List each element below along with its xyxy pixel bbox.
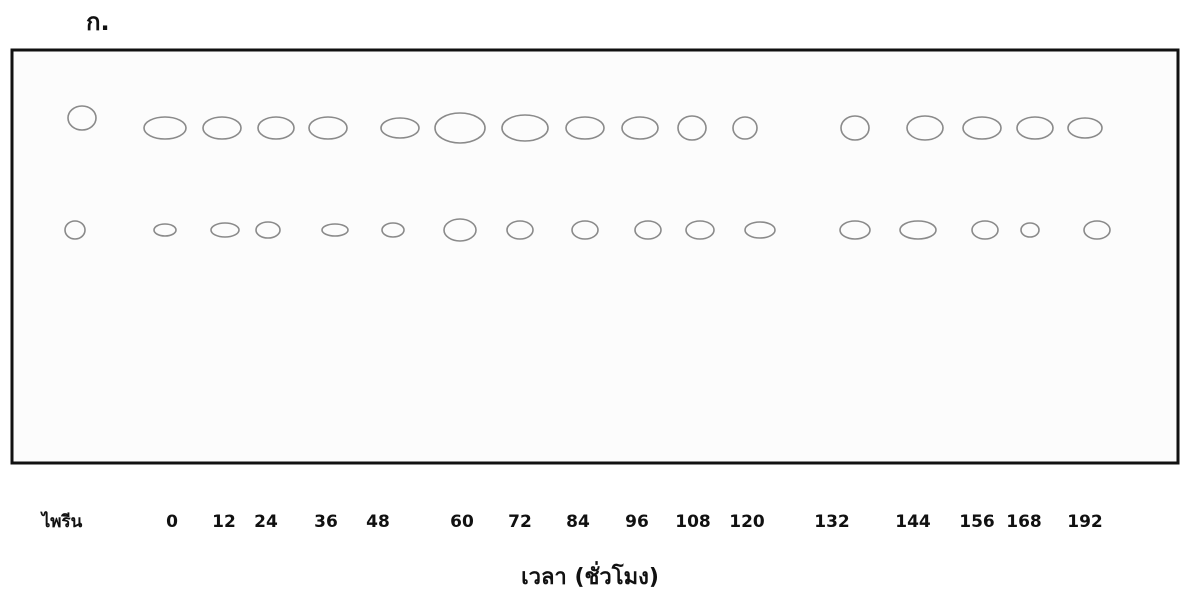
lane-label: 72: [508, 512, 532, 532]
lane-label: 84: [566, 512, 590, 532]
lane-label: 36: [314, 512, 338, 532]
lane-label: ไพรีน: [40, 511, 83, 532]
lane-label: 96: [625, 512, 649, 532]
panel-label: ก.: [86, 8, 110, 36]
lane-label: 132: [814, 512, 850, 532]
lane-label: 120: [729, 512, 765, 532]
tlc-figure: ก. ไพรีน 0 12 24 36 48 60 72 84 96 108 120 132 144 156…: [0, 0, 1187, 601]
tlc-plate: [12, 50, 1178, 463]
lane-label: 24: [254, 512, 278, 532]
lane-label: 0: [166, 512, 178, 532]
lane-label: 60: [450, 512, 474, 532]
axis-label: เวลา (ชั่วโมง): [521, 560, 659, 590]
lane-label: 108: [675, 512, 711, 532]
lane-label: 192: [1067, 512, 1103, 532]
lane-label: 12: [212, 512, 236, 532]
lane-label: 156: [959, 512, 995, 532]
lane-labels: ไพรีน 0 12 24 36 48 60 72 84 96 108 120 132 144 156 168…: [40, 511, 1103, 532]
lane-label: 144: [895, 512, 931, 532]
lane-label: 48: [366, 512, 390, 532]
lane-label: 168: [1006, 512, 1042, 532]
